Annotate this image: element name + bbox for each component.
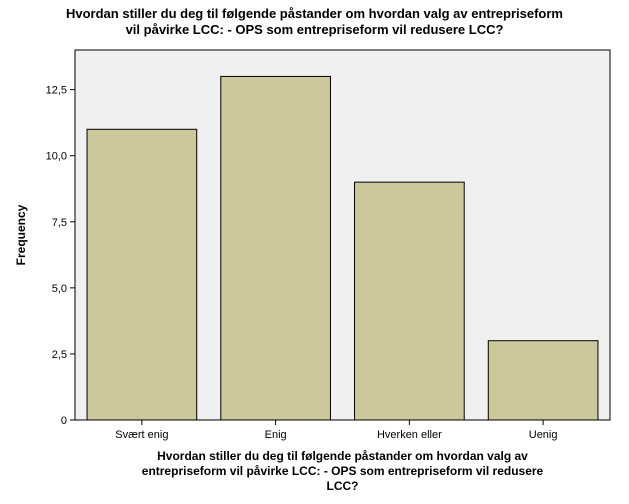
bar-0 — [87, 129, 197, 420]
x-tick-label: Hverken eller — [377, 429, 442, 441]
bar-chart-svg: Hvordan stiller du deg til følgende påst… — [0, 0, 629, 504]
bar-1 — [221, 76, 331, 420]
bar-3 — [488, 341, 598, 420]
y-tick-label: 12,5 — [46, 85, 67, 97]
x-axis-label-line-0: Hvordan stiller du deg til følgende påst… — [157, 449, 528, 463]
y-tick-label: 7,5 — [52, 217, 67, 229]
chart-title-line-1: vil påvirke LCC: - OPS som entreprisefor… — [126, 22, 504, 37]
x-tick-label: Enig — [265, 429, 287, 441]
x-axis-label-line-1: entrepriseform vil påvirke LCC: - OPS so… — [142, 464, 544, 478]
x-tick-label: Svært enig — [115, 429, 168, 441]
chart-title-line-0: Hvordan stiller du deg til følgende påst… — [66, 6, 563, 21]
bar-chart-container: Hvordan stiller du deg til følgende påst… — [0, 0, 629, 504]
y-tick-label: 2,5 — [52, 349, 67, 361]
y-tick-label: 0 — [61, 415, 67, 427]
x-tick-label: Uenig — [529, 429, 558, 441]
y-tick-label: 5,0 — [52, 283, 67, 295]
y-tick-label: 10,0 — [46, 151, 67, 163]
x-axis-label-line-2: LCC? — [327, 479, 359, 493]
y-axis-label: Frequency — [14, 204, 28, 265]
bar-2 — [355, 182, 465, 420]
